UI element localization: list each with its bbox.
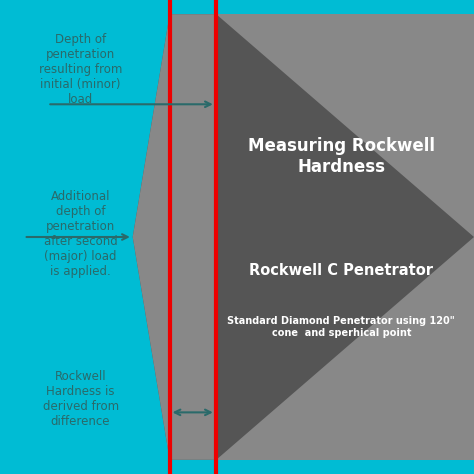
Text: Measuring Rockwell
Hardness: Measuring Rockwell Hardness <box>248 137 435 176</box>
Text: Standard Diamond Penetrator using 120"
cone  and sperhical point: Standard Diamond Penetrator using 120" c… <box>228 316 455 338</box>
Text: Rockwell
Hardness is
derived from
difference: Rockwell Hardness is derived from differ… <box>43 370 118 428</box>
Polygon shape <box>133 14 216 460</box>
Polygon shape <box>216 237 474 460</box>
Text: Rockwell C Penetrator: Rockwell C Penetrator <box>249 263 433 278</box>
Polygon shape <box>133 14 474 460</box>
Text: Depth of
penetration
resulting from
initial (minor)
load: Depth of penetration resulting from init… <box>39 33 122 106</box>
Text: Additional
depth of
penetration
after second
(major) load
is applied.: Additional depth of penetration after se… <box>44 190 118 278</box>
Polygon shape <box>216 14 474 460</box>
Polygon shape <box>216 14 474 237</box>
